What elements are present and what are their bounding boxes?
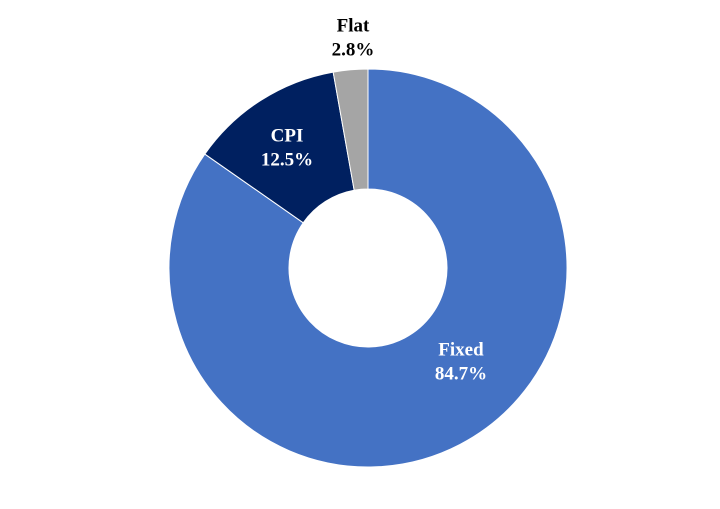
donut-slice (168, 68, 568, 468)
slice-label: Flat (337, 15, 370, 36)
donut-slice (332, 68, 369, 191)
donut-slice (204, 71, 355, 224)
slice-label: Fixed (438, 339, 484, 360)
slice-value-label: 84.7% (435, 363, 487, 384)
slice-label: CPI (271, 125, 304, 146)
slice-value-label: 12.5% (261, 149, 313, 170)
slice-value-label: 2.8% (332, 39, 375, 60)
